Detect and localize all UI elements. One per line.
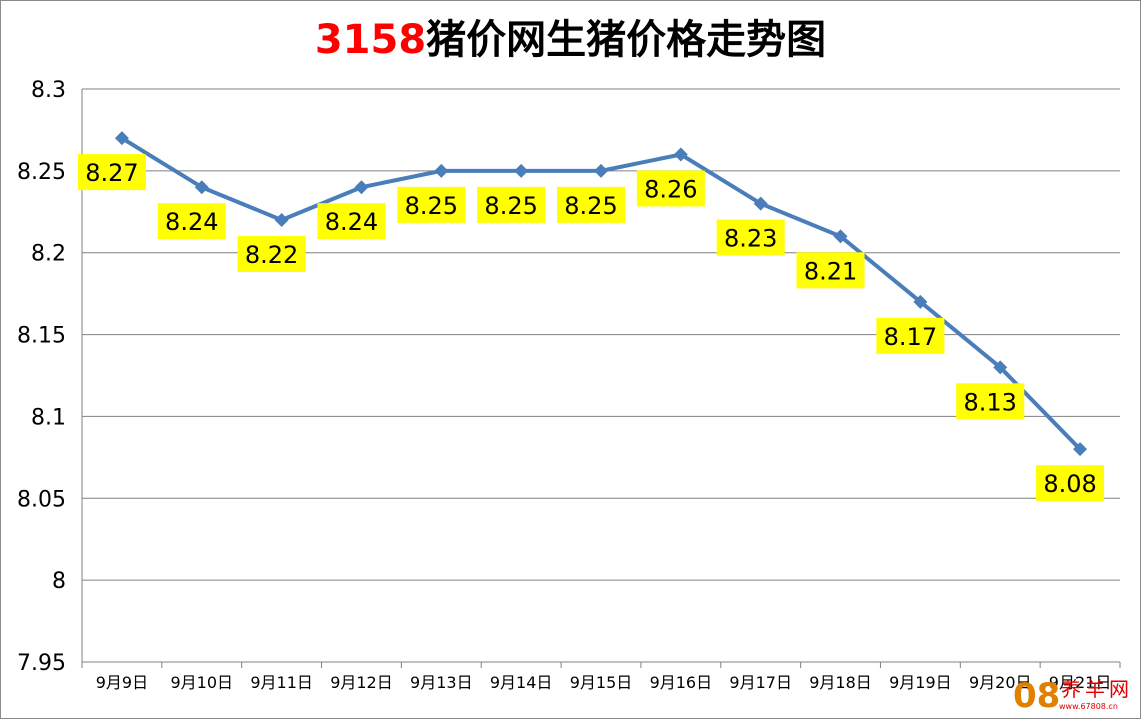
data-point-marker xyxy=(354,180,369,195)
data-label: 8.25 xyxy=(484,192,537,220)
data-label: 8.26 xyxy=(644,175,697,203)
series-line xyxy=(120,136,1082,451)
x-tick-labels: 9月9日 9月10日 9月11日 9月12日 9月13日 9月14日 9月15日 9月16日 9… xyxy=(96,673,1112,692)
x-tick-label: 9月10日 xyxy=(170,673,233,692)
data-label: 8.13 xyxy=(964,388,1017,416)
series-polyline xyxy=(120,136,1082,451)
data-point-marker xyxy=(594,163,608,178)
watermark-text: 养羊网 xyxy=(1061,677,1133,701)
data-label: 8.25 xyxy=(564,192,617,220)
data-label-bg xyxy=(956,383,1025,420)
watermark-url: www.67808.cn xyxy=(1059,702,1118,711)
data-point-marker xyxy=(913,294,928,309)
data-label: 8.17 xyxy=(884,323,937,351)
y-tick-labels: 7.95 8 8.05 8.1 8.15 8.2 8.25 8.3 xyxy=(17,78,66,676)
data-labels: 8.27 8.24 8.22 8.24 8.25 8.25 8.25 8.26 8.23 8.21… xyxy=(77,154,1105,502)
x-tick-label: 9月12日 xyxy=(330,673,393,692)
data-label-bg xyxy=(716,219,785,256)
data-label: 8.25 xyxy=(405,192,458,220)
chart-title-prefix: 3158 xyxy=(314,17,427,63)
data-label-bg xyxy=(477,186,546,223)
data-label: 8.27 xyxy=(85,159,138,187)
data-label-bg xyxy=(796,252,865,289)
y-tick-label: 8.15 xyxy=(17,324,66,349)
data-label: 8.08 xyxy=(1043,470,1096,498)
data-point-marker xyxy=(1073,442,1088,457)
data-label: 8.24 xyxy=(165,208,218,236)
data-point-marker xyxy=(274,212,289,227)
x-tick-label: 9月9日 xyxy=(96,673,148,692)
data-label-bg xyxy=(1036,465,1105,502)
data-label: 8.22 xyxy=(245,241,298,269)
data-point-marker xyxy=(114,131,129,146)
data-label-bg xyxy=(317,203,386,240)
x-tick-label: 9月13日 xyxy=(410,673,473,692)
y-tick-label: 8 xyxy=(52,569,66,594)
chart-title-suffix: 猪价网生猪价格走势图 xyxy=(426,17,827,63)
data-label-bg xyxy=(237,235,306,272)
data-label: 8.23 xyxy=(724,225,777,253)
watermark-logo: 08 养羊网 www.67808.cn xyxy=(1013,676,1135,716)
data-label-bg xyxy=(77,154,146,191)
data-label: 8.21 xyxy=(804,257,857,285)
y-tick-label: 8.2 xyxy=(31,242,66,267)
data-label-bg xyxy=(636,170,705,207)
x-tick-label: 9月16日 xyxy=(650,673,713,692)
data-point-marker xyxy=(434,163,449,178)
x-tick-label: 9月11日 xyxy=(250,673,313,692)
data-point-marker xyxy=(514,163,529,178)
x-tick-label: 9月15日 xyxy=(570,673,633,692)
data-point-marker xyxy=(673,147,688,162)
data-point-marker xyxy=(194,180,209,195)
x-tick-label: 9月21日 xyxy=(1049,673,1112,692)
y-tick-label: 8.25 xyxy=(17,160,66,185)
y-tick-label: 7.95 xyxy=(17,651,66,676)
chart-title: 3158猪价网生猪价格走势图 xyxy=(0,12,1141,68)
x-tick-label: 9月17日 xyxy=(729,673,792,692)
data-point-marker xyxy=(993,360,1008,375)
data-label: 8.24 xyxy=(325,208,378,236)
data-point-marker xyxy=(833,229,848,244)
x-tick-label: 9月18日 xyxy=(809,673,872,692)
data-label-bg xyxy=(157,203,226,240)
data-label-bg xyxy=(557,186,625,223)
y-tick-label: 8.1 xyxy=(31,405,66,430)
data-label-bg xyxy=(876,317,945,354)
x-tick-label: 9月19日 xyxy=(889,673,952,692)
data-point-marker xyxy=(753,196,768,211)
x-tick-label: 9月20日 xyxy=(969,673,1032,692)
watermark-number: 08 xyxy=(1013,676,1061,716)
series-markers xyxy=(114,131,1088,457)
x-tick-label: 9月14日 xyxy=(490,673,553,692)
y-tick-label: 8.05 xyxy=(17,487,66,512)
data-label-bg xyxy=(397,186,466,223)
y-tick-label: 8.3 xyxy=(31,78,66,103)
